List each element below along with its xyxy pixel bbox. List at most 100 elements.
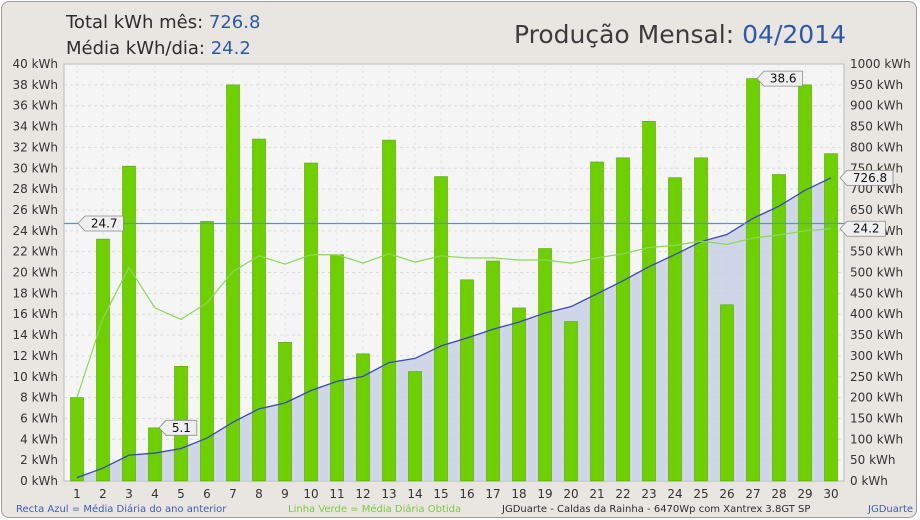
y-left-tick-label: 34 kWh — [12, 120, 58, 134]
x-tick-label: 20 — [563, 487, 578, 501]
y-left-tick-label: 36 kWh — [12, 99, 58, 113]
running-average-line — [76, 228, 832, 398]
average-end-label: 24.2 — [853, 222, 880, 236]
x-tick-label: 25 — [693, 487, 708, 501]
x-tick-label: 15 — [433, 487, 448, 501]
total-kwh-summary: Total kWh mês: 726.8 — [66, 12, 260, 33]
y-left-tick-label: 40 kWh — [12, 57, 58, 71]
cumulative-end-label: 726.8 — [853, 171, 887, 185]
y-left-tick-label: 32 kWh — [12, 140, 58, 154]
daily-bar — [642, 121, 656, 482]
bar-value-callout: 5.1 — [172, 421, 191, 435]
y-left-tick-label: 22 kWh — [12, 245, 58, 259]
cumulative-line — [76, 177, 832, 479]
daily-bar — [408, 371, 422, 482]
cumulative-end-label-box — [839, 169, 894, 186]
footer-blue-note: Recta Azul = Média Diária do ano anterio… — [16, 504, 227, 515]
x-tick-label: 23 — [641, 487, 656, 501]
daily-bar — [356, 353, 370, 482]
x-tick-label: 28 — [771, 487, 786, 501]
x-tick-label: 10 — [303, 487, 318, 501]
y-left-tick-label: 24 kWh — [12, 224, 58, 238]
y-left-tick-label: 14 kWh — [12, 328, 58, 342]
daily-bar — [746, 78, 760, 482]
x-tick-label: 12 — [355, 487, 370, 501]
y-right-tick-label: 650 kWh — [850, 203, 903, 217]
y-right-tick-label: 550 kWh — [850, 245, 903, 259]
y-left-tick-label: 16 kWh — [12, 307, 58, 321]
x-tick-label: 27 — [745, 487, 760, 501]
x-tick-label: 2 — [99, 487, 107, 501]
x-tick-label: 29 — [797, 487, 812, 501]
bar-value-callout: 38.6 — [770, 72, 797, 86]
y-right-tick-label: 0 kWh — [850, 474, 888, 488]
total-kwh-value: 726.8 — [208, 12, 261, 33]
daily-bar — [538, 248, 552, 482]
footer-green-note: Linha Verde = Média Diária Obtida — [288, 504, 462, 515]
y-right-tick-label: 200 kWh — [850, 391, 903, 405]
y-right-tick-label: 1000 kWh — [850, 57, 911, 71]
avg-kwh-value: 24.2 — [210, 38, 251, 59]
x-tick-label: 7 — [229, 487, 237, 501]
y-left-tick-label: 20 kWh — [12, 266, 58, 280]
bar-value-callout-box — [756, 70, 803, 87]
daily-bar — [278, 342, 292, 482]
daily-bar — [798, 84, 812, 482]
x-tick-label: 22 — [615, 487, 630, 501]
x-tick-label: 21 — [589, 487, 604, 501]
daily-bar — [148, 427, 162, 482]
y-left-tick-label: 28 kWh — [12, 182, 58, 196]
avg-kwh-summary: Média kWh/dia: 24.2 — [66, 38, 251, 59]
chart-title: Produção Mensal: 04/2014 — [514, 20, 846, 49]
daily-bar — [226, 84, 240, 482]
x-tick-label: 4 — [151, 487, 159, 501]
avg-kwh-label: Média kWh/dia: — [66, 38, 205, 59]
reference-line-label-box — [77, 215, 124, 232]
average-end-label-box — [839, 220, 886, 237]
daily-bar — [590, 161, 604, 482]
total-kwh-label: Total kWh mês: — [66, 12, 204, 33]
y-right-tick-label: 800 kWh — [850, 140, 903, 154]
daily-bar — [720, 304, 734, 482]
y-left-tick-label: 26 kWh — [12, 203, 58, 217]
daily-bar — [616, 157, 630, 482]
y-right-tick-label: 100 kWh — [850, 432, 903, 446]
y-left-tick-label: 0 kWh — [20, 474, 58, 488]
y-left-tick-label: 18 kWh — [12, 286, 58, 300]
daily-bar — [96, 238, 110, 482]
daily-bar — [70, 397, 84, 482]
y-left-tick-label: 10 kWh — [12, 370, 58, 384]
chart-title-month: 04/2014 — [742, 20, 846, 49]
chart-title-label: Produção Mensal: — [513, 20, 735, 49]
x-tick-label: 8 — [255, 487, 263, 501]
y-right-tick-label: 900 kWh — [850, 99, 903, 113]
y-right-tick-label: 450 kWh — [850, 286, 903, 300]
x-tick-label: 13 — [381, 487, 396, 501]
daily-bar — [694, 157, 708, 482]
y-right-tick-label: 250 kWh — [850, 370, 903, 384]
x-tick-label: 3 — [125, 487, 133, 501]
footer-system-info: JGDuarte - Caldas da Rainha - 6470Wp com… — [502, 504, 811, 515]
y-right-tick-label: 400 kWh — [850, 307, 903, 321]
y-right-tick-label: 150 kWh — [850, 411, 903, 425]
x-tick-label: 14 — [407, 487, 422, 501]
x-tick-label: 11 — [329, 487, 344, 501]
daily-bar — [824, 153, 838, 482]
x-tick-label: 30 — [823, 487, 838, 501]
daily-bar — [330, 254, 344, 482]
daily-bar — [460, 279, 474, 482]
y-right-tick-label: 300 kWh — [850, 349, 903, 363]
y-right-tick-label: 50 kWh — [850, 453, 896, 467]
x-tick-label: 9 — [281, 487, 289, 501]
y-right-tick-label: 500 kWh — [850, 266, 903, 280]
x-tick-label: 16 — [459, 487, 474, 501]
x-tick-label: 17 — [485, 487, 500, 501]
y-left-tick-label: 8 kWh — [20, 391, 58, 405]
x-tick-label: 1 — [73, 487, 81, 501]
y-left-tick-label: 6 kWh — [20, 411, 58, 425]
bar-value-callout-box — [158, 419, 198, 436]
daily-bar — [772, 174, 786, 482]
x-tick-label: 19 — [537, 487, 552, 501]
